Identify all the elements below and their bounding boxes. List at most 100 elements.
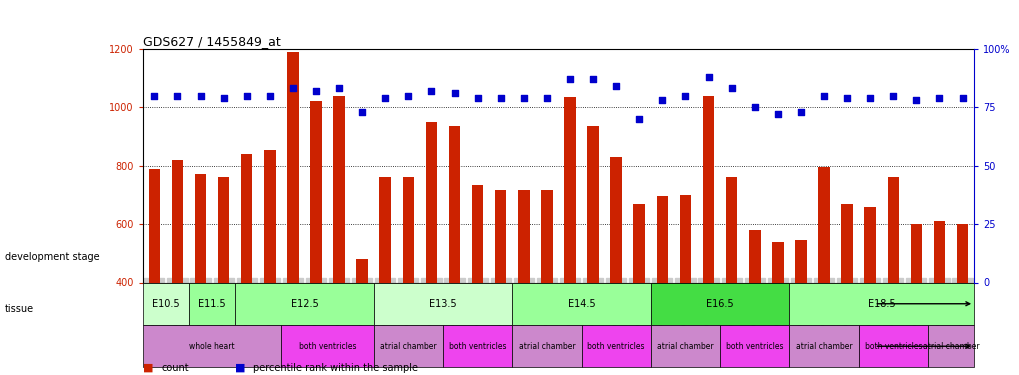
Text: GDS627 / 1455849_at: GDS627 / 1455849_at: [143, 34, 280, 48]
Text: E13.5: E13.5: [429, 299, 457, 309]
Text: both ventricles: both ventricles: [864, 342, 921, 351]
Text: ■: ■: [143, 363, 153, 373]
Bar: [171, 160, 183, 282]
Point: [954, 95, 970, 101]
Point: [446, 90, 463, 96]
Bar: [143, 325, 281, 368]
Point: [330, 86, 346, 92]
Point: [308, 88, 324, 94]
Bar: [609, 157, 622, 282]
Bar: [218, 177, 229, 282]
Bar: [240, 154, 253, 282]
Bar: [956, 224, 967, 282]
Point: [169, 93, 185, 99]
Bar: [403, 177, 414, 282]
Text: E12.5: E12.5: [290, 299, 318, 309]
Text: count: count: [161, 363, 189, 373]
Bar: [679, 195, 691, 282]
Text: atrial chamber: atrial chamber: [380, 342, 436, 351]
Bar: [817, 167, 829, 282]
Text: development stage: development stage: [5, 252, 100, 262]
Bar: [149, 168, 160, 282]
Point: [423, 88, 439, 94]
Bar: [356, 259, 368, 282]
Bar: [656, 196, 667, 282]
Bar: [264, 150, 275, 282]
Bar: [512, 325, 581, 368]
Point: [653, 97, 669, 103]
Text: both ventricles: both ventricles: [299, 342, 356, 351]
Bar: [858, 325, 927, 368]
Point: [769, 111, 786, 117]
Bar: [587, 126, 598, 282]
Bar: [748, 230, 760, 282]
Text: both ventricles: both ventricles: [587, 342, 644, 351]
Text: E14.5: E14.5: [568, 299, 595, 309]
Text: E16.5: E16.5: [705, 299, 734, 309]
Point: [722, 86, 739, 92]
Bar: [143, 282, 189, 325]
Bar: [719, 325, 789, 368]
Bar: [564, 97, 575, 282]
Bar: [789, 282, 973, 325]
Bar: [442, 325, 512, 368]
Point: [631, 116, 647, 122]
Point: [884, 93, 901, 99]
Point: [700, 74, 716, 80]
Bar: [726, 177, 737, 282]
Point: [377, 95, 393, 101]
Bar: [425, 122, 437, 282]
Text: ■: ■: [234, 363, 245, 373]
Bar: [189, 282, 235, 325]
Point: [815, 93, 832, 99]
Bar: [512, 282, 650, 325]
Bar: [927, 325, 973, 368]
Bar: [518, 190, 529, 282]
Text: E10.5: E10.5: [152, 299, 179, 309]
Bar: [789, 325, 858, 368]
Point: [861, 95, 877, 101]
Text: atrial chamber: atrial chamber: [518, 342, 575, 351]
Bar: [286, 52, 299, 282]
Point: [354, 109, 370, 115]
Bar: [333, 96, 344, 282]
Bar: [281, 325, 373, 368]
Point: [838, 95, 854, 101]
Point: [193, 93, 209, 99]
Text: tissue: tissue: [5, 304, 35, 314]
Text: percentile rank within the sample: percentile rank within the sample: [253, 363, 418, 373]
Point: [584, 76, 600, 82]
Bar: [771, 242, 783, 282]
Point: [930, 95, 947, 101]
Bar: [633, 204, 644, 282]
Bar: [448, 126, 460, 282]
Bar: [910, 224, 921, 282]
Bar: [379, 177, 390, 282]
Point: [492, 95, 508, 101]
Bar: [795, 240, 806, 282]
Point: [516, 95, 532, 101]
Bar: [650, 325, 719, 368]
Bar: [310, 101, 321, 282]
Bar: [373, 282, 512, 325]
Bar: [650, 282, 789, 325]
Point: [262, 93, 278, 99]
Bar: [932, 221, 945, 282]
Bar: [494, 190, 506, 282]
Point: [215, 95, 231, 101]
Point: [146, 93, 162, 99]
Point: [746, 104, 762, 110]
Bar: [235, 282, 373, 325]
Point: [561, 76, 578, 82]
Bar: [863, 207, 875, 282]
Point: [538, 95, 554, 101]
Point: [284, 86, 301, 92]
Text: both ventricles: both ventricles: [726, 342, 783, 351]
Bar: [702, 96, 713, 282]
Point: [907, 97, 923, 103]
Point: [469, 95, 485, 101]
Bar: [887, 177, 898, 282]
Text: atrial chamber: atrial chamber: [795, 342, 852, 351]
Bar: [195, 174, 206, 282]
Bar: [841, 204, 852, 282]
